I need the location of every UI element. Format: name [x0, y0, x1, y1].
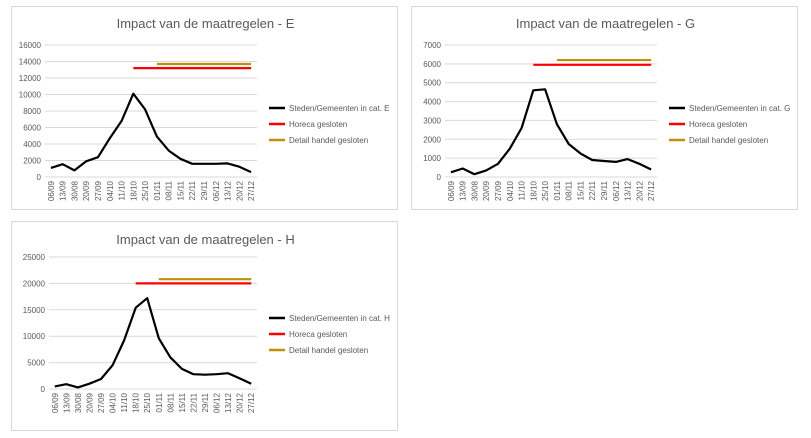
y-tick-label: 7000: [423, 41, 441, 50]
y-tick-label: 5000: [423, 79, 441, 88]
x-tick-label: 27/09: [94, 180, 103, 201]
x-tick-label: 25/10: [541, 180, 550, 201]
legend-label: Steden/Gemeenten in cat. G: [689, 104, 790, 113]
y-tick-label: 10000: [19, 91, 42, 100]
series-line-cases: [54, 297, 252, 389]
x-tick-label: 11/10: [518, 180, 527, 200]
x-tick-label: 06/12: [213, 392, 222, 413]
x-tick-label: 13/09: [59, 180, 68, 201]
x-tick-label: 11/10: [118, 180, 127, 200]
y-tick-label: 4000: [423, 98, 441, 107]
x-tick-label: 22/11: [188, 180, 197, 200]
y-tick-label: 4000: [23, 140, 41, 149]
y-tick-label: 16000: [19, 41, 42, 50]
y-tick-label: 8000: [23, 107, 41, 116]
x-tick-label: 18/10: [529, 180, 538, 201]
x-tick-label: 15/11: [576, 180, 585, 200]
legend-label: Steden/Gemeenten in cat. E: [289, 104, 390, 113]
x-tick-label: 20/12: [235, 180, 244, 201]
y-tick-label: 0: [41, 385, 46, 394]
x-tick-label: 01/11: [553, 180, 562, 200]
x-tick-label: 06/12: [212, 180, 221, 201]
x-tick-label: 04/10: [506, 180, 515, 201]
legend-label: Horeca gesloten: [289, 120, 347, 129]
x-tick-label: 20/09: [82, 180, 91, 201]
x-tick-label: 22/11: [189, 392, 198, 412]
y-tick-label: 3000: [423, 116, 441, 125]
x-tick-label: 29/11: [600, 180, 609, 200]
chart-title: Impact van de maatregelen - G: [516, 16, 695, 31]
series-line-cases: [450, 88, 652, 176]
chart-panel-h: Impact van de maatregelen - H 0 5000 10000 1…: [11, 221, 398, 431]
x-tick-label: 01/11: [153, 180, 162, 200]
x-tick-label: 15/11: [178, 392, 187, 412]
x-tick-label: 20/09: [85, 392, 94, 413]
y-tick-label: 0: [37, 173, 42, 182]
x-tick-label: 25/10: [141, 180, 150, 201]
legend-label: Horeca gesloten: [289, 330, 347, 339]
legend-label: Detail handel gesloten: [289, 136, 368, 145]
x-tick-label: 22/11: [588, 180, 597, 200]
y-tick-label: 2000: [423, 135, 441, 144]
x-tick-label: 27/09: [97, 392, 106, 413]
legend-label: Detail handel gesloten: [289, 346, 368, 355]
chart-panel-g: Impact van de maatregelen - G 0 1000 2000 30…: [411, 6, 798, 210]
x-tick-label: 13/12: [224, 392, 233, 413]
legend-label: Detail handel gesloten: [689, 136, 768, 145]
y-tick-label: 6000: [23, 124, 41, 133]
chart-h-svg: Impact van de maatregelen - H 0 5000 10000 1…: [23, 232, 390, 413]
y-tick-label: 15000: [23, 306, 46, 315]
x-tick-label: 18/10: [132, 392, 141, 413]
y-tick-label: 10000: [23, 332, 46, 341]
x-tick-label: 06/09: [47, 180, 56, 201]
x-tick-label: 25/10: [143, 392, 152, 413]
x-tick-label: 29/11: [200, 180, 209, 200]
x-tick-label: 20/12: [236, 392, 245, 413]
x-tick-label: 08/11: [165, 180, 174, 200]
x-tick-label: 27/12: [247, 392, 256, 413]
x-tick-label: 13/09: [62, 392, 71, 413]
chart-title: Impact van de maatregelen - H: [116, 232, 294, 247]
x-tick-label: 11/10: [120, 392, 129, 412]
x-tick-label: 04/10: [109, 392, 118, 413]
x-tick-label: 20/12: [635, 180, 644, 201]
chart-title: Impact van de maatregelen - E: [117, 16, 295, 31]
x-tick-label: 27/12: [247, 180, 256, 201]
y-tick-label: 0: [437, 173, 442, 182]
x-tick-label: 08/11: [565, 180, 574, 200]
y-tick-label: 25000: [23, 253, 46, 262]
x-tick-label: 27/09: [494, 180, 503, 201]
x-tick-label: 13/09: [459, 180, 468, 201]
y-tick-label: 2000: [23, 157, 41, 166]
x-tick-label: 08/11: [166, 392, 175, 412]
legend-label: Steden/Gemeenten in cat. H: [289, 314, 390, 323]
y-tick-label: 5000: [27, 359, 45, 368]
x-tick-label: 30/08: [74, 392, 83, 413]
x-tick-label: 06/12: [612, 180, 621, 201]
x-tick-label: 06/09: [447, 180, 456, 201]
y-tick-label: 14000: [19, 58, 42, 67]
x-tick-label: 18/10: [129, 180, 138, 201]
series-line-cases: [50, 92, 252, 174]
chart-e-svg: Impact van de maatregelen - E 0 2000 4000 60…: [19, 16, 390, 201]
y-tick-label: 20000: [23, 279, 46, 288]
x-tick-label: 15/11: [176, 180, 185, 200]
x-tick-label: 06/09: [51, 392, 60, 413]
x-tick-label: 13/12: [224, 180, 233, 201]
y-tick-label: 6000: [423, 60, 441, 69]
x-tick-label: 01/11: [155, 392, 164, 412]
x-tick-label: 30/08: [470, 180, 479, 201]
legend-label: Horeca gesloten: [689, 120, 747, 129]
x-tick-label: 27/12: [647, 180, 656, 201]
x-tick-label: 13/12: [624, 180, 633, 201]
x-tick-label: 04/10: [106, 180, 115, 201]
chart-g-svg: Impact van de maatregelen - G 0 1000 2000 30…: [423, 16, 790, 201]
chart-panel-e: Impact van de maatregelen - E 0 2000 4000 60…: [11, 6, 398, 210]
x-tick-label: 29/11: [201, 392, 210, 412]
y-tick-label: 12000: [19, 74, 42, 83]
x-tick-label: 30/08: [70, 180, 79, 201]
y-tick-label: 1000: [423, 154, 441, 163]
x-tick-label: 20/09: [482, 180, 491, 201]
